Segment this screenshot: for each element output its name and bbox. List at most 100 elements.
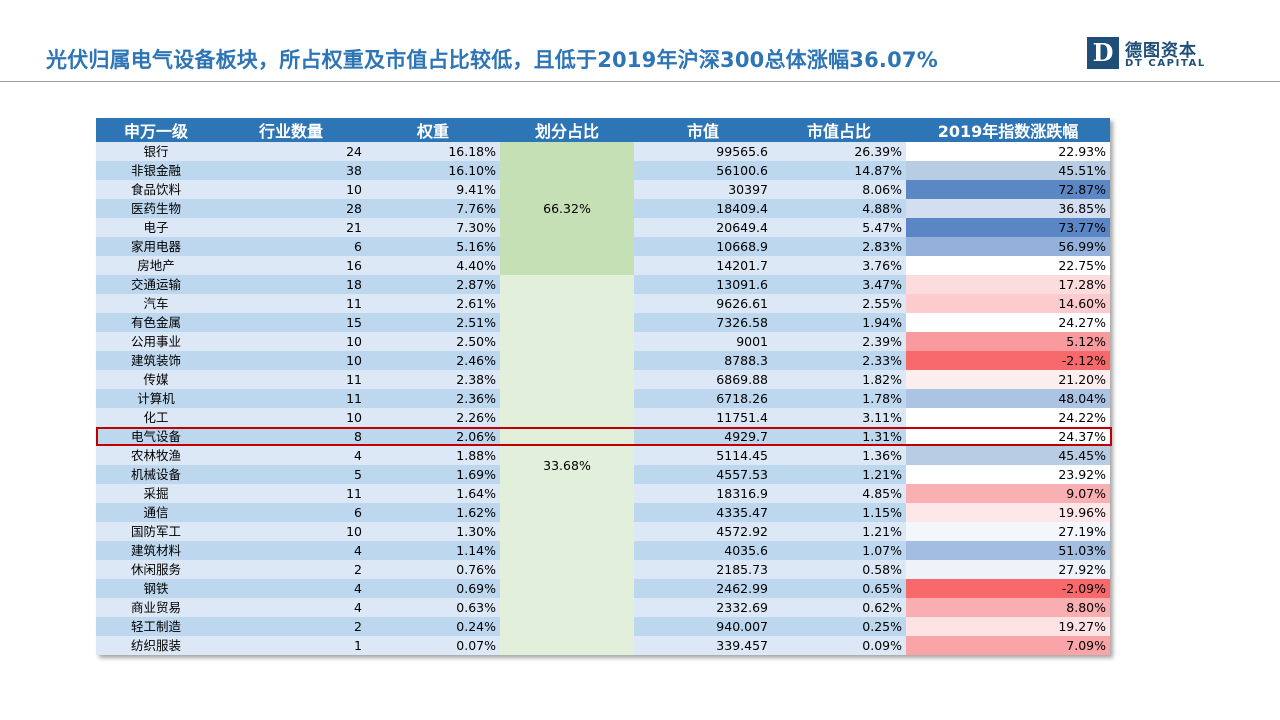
index-change-cell: 24.27% [906, 313, 1110, 332]
table-row: 银行 24 16.18% 66.32% 99565.6 26.39% 22.93% [96, 142, 1110, 275]
industry-name-cell: 轻工制造 [96, 617, 216, 636]
index-change-cell: -2.09% [906, 579, 1110, 598]
table-row: 电气设备 8 2.06% 4929.7 1.31% 24.37% [96, 427, 1110, 446]
index-change-cell: 45.45% [906, 446, 1110, 465]
market-cap-cell: 4335.47 [634, 503, 772, 522]
industry-name-cell: 农林牧渔 [96, 446, 216, 465]
index-change-cell: 5.12% [906, 332, 1110, 351]
industry-name-cell: 有色金属 [96, 313, 216, 332]
index-change-cell: 14.60% [906, 294, 1110, 313]
market-cap-share-cell: 1.82% [772, 370, 906, 389]
industry-name-cell: 交通运输 [96, 275, 216, 294]
market-cap-share-cell: 2.33% [772, 351, 906, 370]
company-count-cell: 10 [216, 351, 366, 370]
market-cap-share-cell: 1.94% [772, 313, 906, 332]
market-cap-share-cell: 1.36% [772, 446, 906, 465]
industry-name-cell: 银行 [96, 142, 216, 161]
weight-cell: 2.46% [366, 351, 500, 370]
industry-name-cell: 电气设备 [96, 427, 216, 446]
table-row: 家用电器 6 5.16% 10668.9 2.83% 56.99% [96, 237, 1110, 256]
market-cap-share-cell: 4.85% [772, 484, 906, 503]
market-cap-cell: 10668.9 [634, 237, 772, 256]
index-change-cell: 7.09% [906, 636, 1110, 655]
company-count-cell: 4 [216, 579, 366, 598]
header-weight: 权重 [366, 118, 500, 142]
industry-table: 申万一级 行业数量 权重 划分占比 市值 市值占比 2019年指数涨跌幅 银行 2… [96, 118, 1110, 655]
page-title: 光伏归属电气设备板块，所占权重及市值占比较低，且低于2019年沪深300总体涨幅… [46, 48, 938, 72]
market-cap-cell: 6869.88 [634, 370, 772, 389]
market-cap-share-cell: 1.21% [772, 522, 906, 541]
industry-name-cell: 商业贸易 [96, 598, 216, 617]
industry-name-cell: 传媒 [96, 370, 216, 389]
index-change-cell: 51.03% [906, 541, 1110, 560]
company-count-cell: 10 [216, 180, 366, 199]
index-change-cell: 22.93% [906, 142, 1110, 161]
industry-name-cell: 医药生物 [96, 199, 216, 218]
market-cap-share-cell: 1.78% [772, 389, 906, 408]
header-market-cap: 市值 [634, 118, 772, 142]
header-industry: 申万一级 [96, 118, 216, 142]
header-market-cap-share: 市值占比 [772, 118, 906, 142]
market-cap-share-cell: 26.39% [772, 142, 906, 161]
market-cap-cell: 4929.7 [634, 427, 772, 446]
table-row: 建筑装饰 10 2.46% 8788.3 2.33% -2.12% [96, 351, 1110, 370]
weight-cell: 2.36% [366, 389, 500, 408]
table-row: 有色金属 15 2.51% 7326.58 1.94% 24.27% [96, 313, 1110, 332]
index-change-cell: 21.20% [906, 370, 1110, 389]
market-cap-share-cell: 1.07% [772, 541, 906, 560]
table-row: 电子 21 7.30% 20649.4 5.47% 73.77% [96, 218, 1110, 237]
industry-name-cell: 通信 [96, 503, 216, 522]
weight-cell: 7.76% [366, 199, 500, 218]
industry-name-cell: 汽车 [96, 294, 216, 313]
market-cap-share-cell: 5.47% [772, 218, 906, 237]
weight-cell: 1.88% [366, 446, 500, 465]
market-cap-cell: 5114.45 [634, 446, 772, 465]
company-count-cell: 5 [216, 465, 366, 484]
table-row: 化工 10 2.26% 11751.4 3.11% 24.22% [96, 408, 1110, 427]
company-count-cell: 8 [216, 427, 366, 446]
index-change-cell: 23.92% [906, 465, 1110, 484]
weight-cell: 0.24% [366, 617, 500, 636]
share-bottom-cell: 33.68% [500, 275, 634, 655]
company-count-cell: 11 [216, 294, 366, 313]
index-change-cell: -2.12% [906, 351, 1110, 370]
industry-name-cell: 建筑装饰 [96, 351, 216, 370]
table-row: 建筑材料 4 1.14% 4035.6 1.07% 51.03% [96, 541, 1110, 560]
index-change-cell: 22.75% [906, 256, 1110, 275]
header-share: 划分占比 [500, 118, 634, 142]
table-body: 银行 24 16.18% 66.32% 99565.6 26.39% 22.93% 非银金融 3… [96, 142, 1110, 655]
weight-cell: 1.69% [366, 465, 500, 484]
index-change-cell: 56.99% [906, 237, 1110, 256]
market-cap-share-cell: 0.25% [772, 617, 906, 636]
weight-cell: 9.41% [366, 180, 500, 199]
weight-cell: 1.64% [366, 484, 500, 503]
market-cap-share-cell: 1.31% [772, 427, 906, 446]
company-count-cell: 28 [216, 199, 366, 218]
header-index-change: 2019年指数涨跌幅 [906, 118, 1110, 142]
market-cap-cell: 20649.4 [634, 218, 772, 237]
logo-d-icon: D [1087, 37, 1119, 69]
company-count-cell: 10 [216, 332, 366, 351]
market-cap-cell: 2462.99 [634, 579, 772, 598]
market-cap-cell: 4572.92 [634, 522, 772, 541]
logo-english-name: DT CAPITAL [1125, 58, 1206, 69]
table-row: 房地产 16 4.40% 14201.7 3.76% 22.75% [96, 256, 1110, 275]
weight-cell: 2.51% [366, 313, 500, 332]
index-change-cell: 8.80% [906, 598, 1110, 617]
market-cap-cell: 18409.4 [634, 199, 772, 218]
market-cap-share-cell: 0.65% [772, 579, 906, 598]
industry-name-cell: 化工 [96, 408, 216, 427]
industry-name-cell: 非银金融 [96, 161, 216, 180]
industry-name-cell: 房地产 [96, 256, 216, 275]
index-change-cell: 17.28% [906, 275, 1110, 294]
company-count-cell: 2 [216, 560, 366, 579]
weight-cell: 7.30% [366, 218, 500, 237]
weight-cell: 2.26% [366, 408, 500, 427]
company-count-cell: 11 [216, 484, 366, 503]
market-cap-cell: 8788.3 [634, 351, 772, 370]
company-count-cell: 11 [216, 370, 366, 389]
market-cap-cell: 9001 [634, 332, 772, 351]
industry-name-cell: 国防军工 [96, 522, 216, 541]
weight-cell: 4.40% [366, 256, 500, 275]
table-row: 传媒 11 2.38% 6869.88 1.82% 21.20% [96, 370, 1110, 389]
